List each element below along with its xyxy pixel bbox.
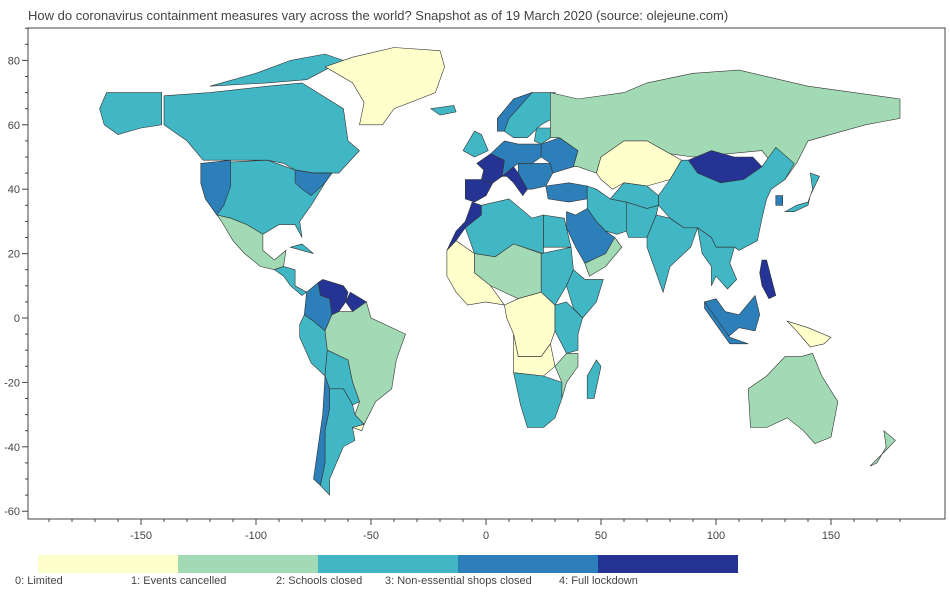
- map-title: How do coronavirus containment measures …: [28, 8, 729, 23]
- legend-swatch-level-1: [178, 555, 318, 573]
- region-southern-africa: [513, 372, 563, 428]
- region-japan: [783, 172, 820, 212]
- y-tick-label: 20: [8, 249, 20, 261]
- region-sumatra-java: [704, 300, 749, 345]
- region-greenland: [324, 47, 445, 126]
- region-yemen-oman: [584, 236, 623, 277]
- y-tick-label: 0: [14, 313, 20, 325]
- y-tick-label: -20: [4, 377, 20, 389]
- region-alaska: [99, 92, 162, 135]
- region-mozambique: [554, 353, 579, 399]
- region-ethiopia-horn: [566, 269, 604, 319]
- x-tick-label: 50: [595, 530, 607, 542]
- legend-swatch-level-0: [38, 555, 178, 573]
- region-turkey: [545, 182, 588, 203]
- legend-label-level-0: 0: Limited: [15, 575, 63, 587]
- region-mexico: [216, 214, 287, 271]
- region-uruguay: [351, 423, 365, 432]
- x-tick-label: 150: [822, 530, 840, 542]
- legend-label-level-3: 3: Non-essential shops closed: [385, 575, 532, 587]
- region-usa-west: [200, 159, 231, 216]
- region-korea-japan: [775, 195, 784, 206]
- region-italy: [501, 166, 528, 197]
- legend-label-level-1: 1: Events cancelled: [131, 575, 227, 587]
- region-iceland: [429, 105, 457, 116]
- region-russia: [550, 69, 901, 180]
- region-canada: [163, 82, 360, 174]
- y-tick-label: 60: [8, 120, 20, 132]
- legend-swatch-level-3: [458, 555, 598, 573]
- region-chile: [313, 375, 330, 486]
- region-canada-arctic: [209, 53, 345, 87]
- x-tick-label: -150: [130, 530, 152, 542]
- region-norway-coast: [497, 91, 533, 132]
- region-uk-ireland: [462, 130, 489, 158]
- countries-layer: [99, 47, 901, 496]
- x-tick-label: 100: [707, 530, 725, 542]
- axes-layer: -150 -100 -50 0 50 100 150 80 60 40 20 0 -20 -40 -60: [4, 27, 901, 542]
- y-tick-label: 40: [8, 184, 20, 196]
- y-tick-label: 80: [8, 55, 20, 67]
- region-cuba: [289, 243, 314, 254]
- region-east-africa: [554, 301, 583, 354]
- y-tick-label: -60: [4, 506, 20, 518]
- region-new-guinea: [786, 320, 832, 348]
- region-usa-east: [294, 169, 333, 196]
- region-india: [646, 214, 699, 294]
- region-madagascar: [586, 359, 602, 399]
- legend-swatch-level-2: [318, 555, 458, 573]
- region-philippines: [759, 259, 777, 300]
- legend-label-level-4: 4: Full lockdown: [559, 575, 638, 587]
- legend-swatch-level-4: [598, 555, 738, 573]
- x-tick-label: -100: [245, 530, 267, 542]
- x-tick-label: -50: [363, 530, 379, 542]
- legend-label-level-2: 2: Schools closed: [276, 575, 363, 587]
- region-new-zealand: [869, 429, 896, 467]
- y-tick-label: -40: [4, 442, 20, 454]
- region-caucasus-iran: [586, 185, 627, 235]
- region-australia: [747, 353, 839, 444]
- region-se-asia: [697, 227, 738, 290]
- x-tick-label: 0: [483, 530, 489, 542]
